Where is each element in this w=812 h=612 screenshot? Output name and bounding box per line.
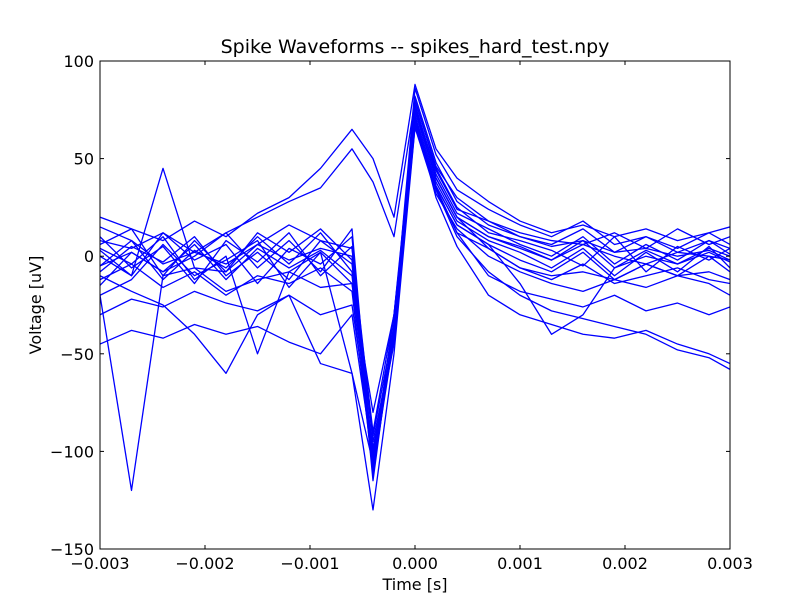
chart-title: Spike Waveforms -- spikes_hard_test.npy <box>221 36 610 58</box>
waveform-trace-10 <box>100 115 730 460</box>
waveform-trace-13 <box>100 83 730 242</box>
y-tick-label: 0 <box>84 247 94 266</box>
y-tick-label: −50 <box>60 345 94 364</box>
y-tick-label: 50 <box>74 150 94 169</box>
waveform-trace-11 <box>100 107 730 433</box>
x-tick-label: 0.002 <box>602 554 648 573</box>
x-tick-label: −0.001 <box>280 554 339 573</box>
x-tick-label: −0.002 <box>175 554 234 573</box>
waveform-trace-16 <box>100 118 730 464</box>
x-tick-label: 0.001 <box>497 554 543 573</box>
waveform-trace-18 <box>100 126 730 472</box>
y-axis-label: Voltage [uV] <box>26 256 45 355</box>
x-axis-label: Time [s] <box>381 575 447 594</box>
x-tick-label: 0.000 <box>392 554 438 573</box>
waveform-trace-14 <box>100 99 730 273</box>
plot-area <box>100 83 730 511</box>
y-tick-label: 100 <box>63 52 94 71</box>
waveform-trace-17 <box>100 87 730 437</box>
axes: −0.003 −0.002 −0.001 0.000 0.001 0.002 0.003 −1… <box>50 52 753 573</box>
x-tick-label: −0.003 <box>70 554 129 573</box>
waveform-trace-6 <box>100 95 730 468</box>
y-tick-label: −150 <box>50 540 94 559</box>
x-tick-label: 0.003 <box>707 554 753 573</box>
y-tick-label: −100 <box>50 442 94 461</box>
